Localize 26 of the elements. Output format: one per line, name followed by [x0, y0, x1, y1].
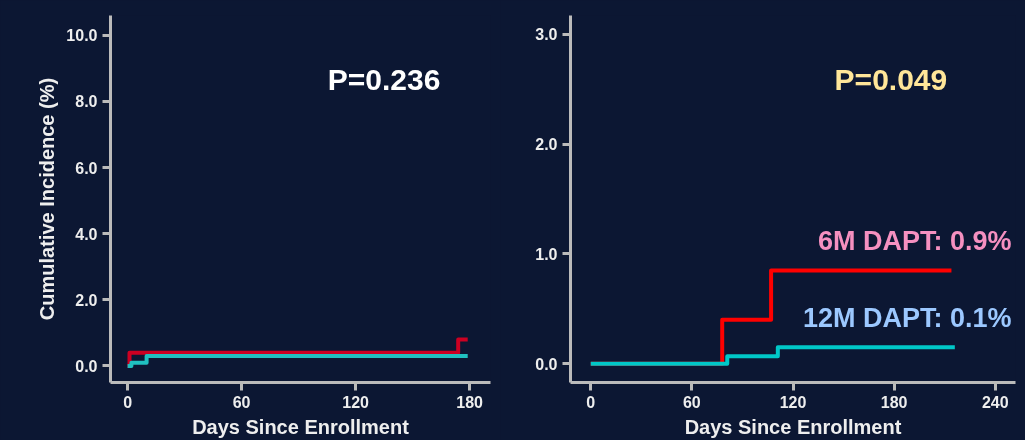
series-label: 12M DAPT: 0.1% — [802, 303, 1012, 334]
x-tick-label: 120 — [342, 393, 370, 411]
x-tick-label: 240 — [981, 393, 1009, 411]
y-tick-label: 1.0 — [535, 245, 558, 263]
x-axis-title: Days Since Enrollment — [192, 415, 410, 438]
y-axis-title: Cumulative Incidence (%) — [36, 77, 59, 321]
y-tick-label: 2.0 — [535, 136, 558, 154]
annotation: P=0.236 — [327, 63, 441, 97]
y-tick-label: 4.0 — [75, 225, 98, 243]
x-axis-title: Days Since Enrollment — [684, 415, 902, 438]
series-label: 6M DAPT: 0.9% — [817, 226, 1012, 257]
x-tick-label: 60 — [682, 393, 701, 411]
y-tick-label: 8.0 — [75, 93, 98, 111]
y-tick-label: 0.0 — [75, 357, 98, 375]
x-tick-label: 0 — [123, 393, 133, 411]
x-tick-label: 60 — [232, 393, 251, 411]
y-tick-label: 6.0 — [75, 159, 98, 177]
x-tick-label: 120 — [779, 393, 807, 411]
y-tick-label: 0.0 — [535, 355, 558, 373]
y-tick-label: 3.0 — [535, 26, 558, 44]
x-tick-label: 180 — [456, 393, 484, 411]
x-tick-label: 0 — [586, 393, 596, 411]
annotation: P=0.049 — [834, 63, 948, 97]
y-tick-label: 2.0 — [75, 291, 98, 309]
x-tick-label: 180 — [880, 393, 908, 411]
y-tick-label: 10.0 — [66, 27, 98, 45]
